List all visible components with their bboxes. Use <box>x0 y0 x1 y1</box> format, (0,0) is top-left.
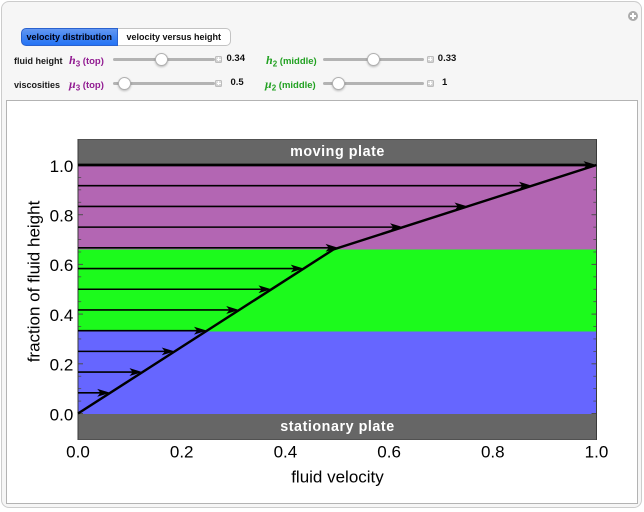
svg-text:1.0: 1.0 <box>50 157 74 176</box>
svg-text:fluid velocity: fluid velocity <box>291 468 384 487</box>
svg-text:0.6: 0.6 <box>50 256 74 275</box>
svg-text:0.0: 0.0 <box>50 405 74 424</box>
svg-text:0.4: 0.4 <box>274 443 298 462</box>
svg-text:0.8: 0.8 <box>481 443 505 462</box>
svg-text:moving plate: moving plate <box>290 144 385 160</box>
svg-text:0.0: 0.0 <box>66 443 90 462</box>
svg-text:stationary plate: stationary plate <box>280 419 394 435</box>
svg-text:0.6: 0.6 <box>377 443 401 462</box>
svg-text:0.2: 0.2 <box>50 356 74 375</box>
svg-text:0.4: 0.4 <box>50 306 74 325</box>
svg-text:0.8: 0.8 <box>50 207 74 226</box>
svg-text:1.0: 1.0 <box>585 443 609 462</box>
svg-text:fraction of fluid height: fraction of fluid height <box>24 200 43 362</box>
svg-text:0.2: 0.2 <box>170 443 194 462</box>
